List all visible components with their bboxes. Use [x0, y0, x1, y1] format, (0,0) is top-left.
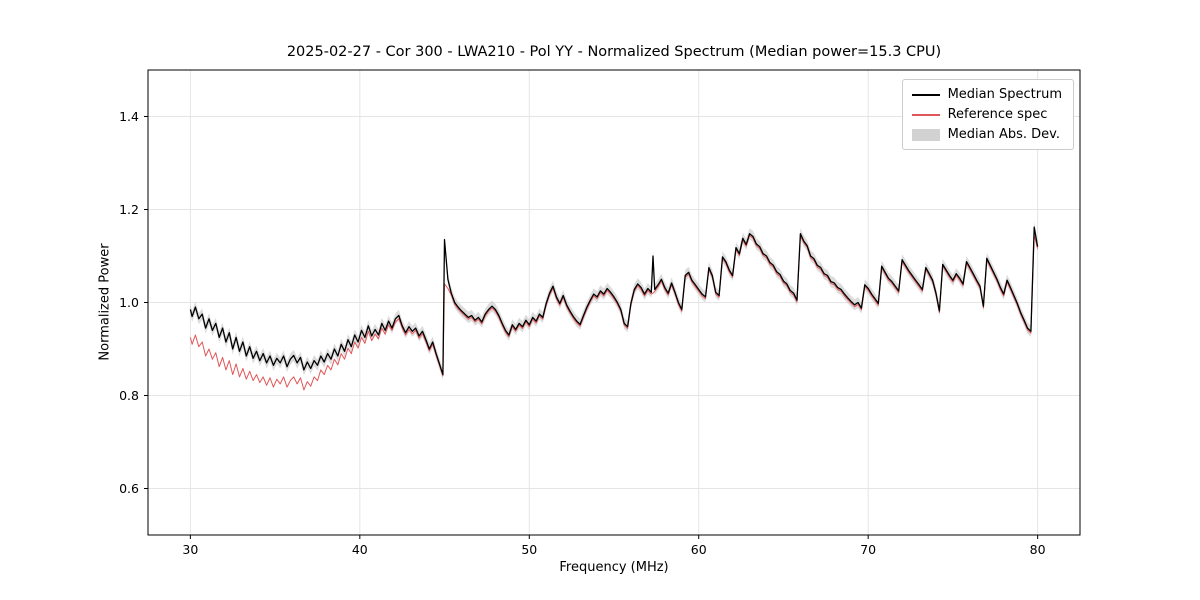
legend: Median Spectrum Reference spec Median Abs.…: [901, 79, 1074, 150]
legend-item-label: Median Abs. Dev.: [947, 127, 1061, 142]
y-tick-label: 1.2: [119, 202, 139, 217]
x-tick-label: 80: [1030, 542, 1046, 557]
legend-line-swatch: [911, 113, 940, 116]
y-tick-label: 1.0: [119, 295, 139, 310]
y-tick-label: 0.6: [119, 481, 139, 496]
legend-item-label: Reference spec: [947, 107, 1048, 122]
legend-item: Median Abs. Dev.: [911, 127, 1062, 142]
x-tick-label: 30: [182, 542, 198, 557]
legend-item-label: Median Spectrum: [947, 87, 1062, 102]
median-abs-dev-band: [190, 221, 1038, 381]
legend-line-swatch: [911, 93, 940, 96]
x-tick-label: 40: [352, 542, 368, 557]
reference-spec-line: [189, 234, 1039, 391]
y-tick-label: 1.4: [119, 109, 139, 124]
chart-title: 2025-02-27 - Cor 300 - LWA210 - Pol YY -…: [286, 44, 942, 60]
y-tick-label: 0.8: [119, 388, 139, 403]
legend-patch-swatch: [911, 128, 940, 141]
median-spectrum-line: [189, 226, 1039, 376]
x-tick-label: 60: [691, 542, 707, 557]
legend-item: Reference spec: [911, 107, 1062, 122]
x-axis-label: Frequency (MHz): [559, 560, 669, 575]
x-tick-label: 70: [860, 542, 876, 557]
y-axis-label: Normalized Power: [97, 243, 113, 361]
legend-item: Median Spectrum: [911, 87, 1062, 102]
x-tick-label: 50: [521, 542, 537, 557]
